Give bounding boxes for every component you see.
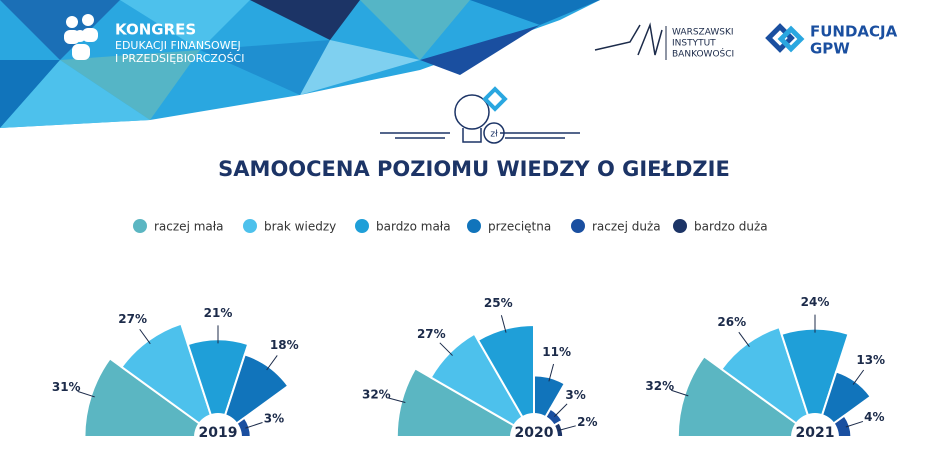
kongres-line: EDUKACJI FINANSOWEJ bbox=[115, 39, 241, 52]
leader-line bbox=[77, 390, 95, 398]
legend-label: bardzo mała bbox=[376, 220, 451, 234]
value-label: 24% bbox=[801, 295, 830, 309]
legend: raczej mała brak wiedzy bardzo mała przecię… bbox=[133, 219, 768, 234]
legend-swatch bbox=[355, 219, 369, 233]
leader-line bbox=[139, 328, 151, 345]
polar-chart: 32% 26% 24% 13% 4% 2021 bbox=[645, 295, 885, 454]
wib-logo bbox=[594, 22, 663, 56]
legend-label: brak wiedzy bbox=[264, 220, 336, 234]
value-label: 27% bbox=[417, 327, 446, 341]
leader-line bbox=[439, 342, 453, 356]
leader-line bbox=[266, 355, 278, 371]
year-label: 2019 bbox=[199, 425, 238, 441]
value-label: 3% bbox=[264, 411, 284, 425]
icon-text: zł bbox=[490, 130, 498, 140]
leader-line bbox=[500, 315, 507, 333]
leader-line bbox=[245, 422, 263, 429]
leader-line bbox=[548, 363, 555, 382]
polar-chart: 31% 27% 21% 18% 3% 2019 bbox=[52, 306, 299, 454]
gpw-logo bbox=[765, 23, 805, 53]
leader-line bbox=[671, 389, 689, 397]
legend-label: przeciętna bbox=[488, 220, 551, 234]
wib-text: WARSZAWSKI bbox=[672, 28, 734, 38]
value-label: 13% bbox=[856, 353, 885, 367]
gpw-text: FUNDACJA bbox=[810, 23, 898, 41]
year-label: 2021 bbox=[796, 425, 835, 441]
kongres-line: I PRZEDSIĘBIORCZOŚCI bbox=[115, 52, 244, 65]
legend-label: raczej duża bbox=[592, 220, 661, 234]
wib-text: BANKOWOŚCI bbox=[672, 48, 734, 60]
value-label: 2% bbox=[577, 415, 597, 429]
leader-line bbox=[852, 369, 865, 385]
header-decoration bbox=[0, 0, 600, 128]
legend-swatch bbox=[243, 219, 257, 233]
legend-label: raczej mała bbox=[154, 220, 224, 234]
year-circle bbox=[194, 413, 242, 454]
value-label: 26% bbox=[717, 315, 746, 329]
value-label: 27% bbox=[118, 312, 147, 326]
value-label: 4% bbox=[864, 410, 884, 424]
value-label: 25% bbox=[484, 296, 513, 310]
chart-title: SAMOOCENA POZIOMU WIEDZY O GIEŁDZIE bbox=[218, 157, 730, 181]
polar-chart: 32% 27% 25% 11% 3% 2% 2020 bbox=[362, 296, 598, 454]
leader-line bbox=[738, 331, 750, 348]
gpw-text: GPW bbox=[810, 40, 850, 58]
value-label: 18% bbox=[270, 338, 299, 352]
leader-line bbox=[387, 397, 406, 404]
value-label: 11% bbox=[542, 345, 571, 359]
value-label: 31% bbox=[52, 380, 81, 394]
legend-swatch bbox=[673, 219, 687, 233]
leader-line bbox=[845, 420, 864, 428]
charts: 31%27% 21%18%3%201932%27%25%11%3%2%202032… bbox=[52, 295, 885, 454]
legend-swatch bbox=[467, 219, 481, 233]
bulb-icon bbox=[380, 86, 580, 144]
kongres-logo bbox=[64, 14, 98, 60]
value-label: 32% bbox=[362, 387, 391, 401]
legend-swatch bbox=[133, 219, 147, 233]
legend-swatch bbox=[571, 219, 585, 233]
kongres: KONGRES bbox=[115, 21, 196, 39]
year-circle bbox=[791, 413, 839, 454]
value-label: 21% bbox=[204, 306, 233, 320]
wib-text: INSTYTUT bbox=[672, 39, 716, 49]
leader-line bbox=[558, 425, 576, 431]
value-label: 32% bbox=[645, 379, 674, 393]
value-label: 3% bbox=[565, 388, 585, 402]
year-label: 2020 bbox=[515, 425, 554, 441]
leader-line bbox=[554, 403, 568, 417]
year-circle bbox=[510, 413, 558, 454]
legend-label: bardzo duża bbox=[694, 220, 768, 234]
